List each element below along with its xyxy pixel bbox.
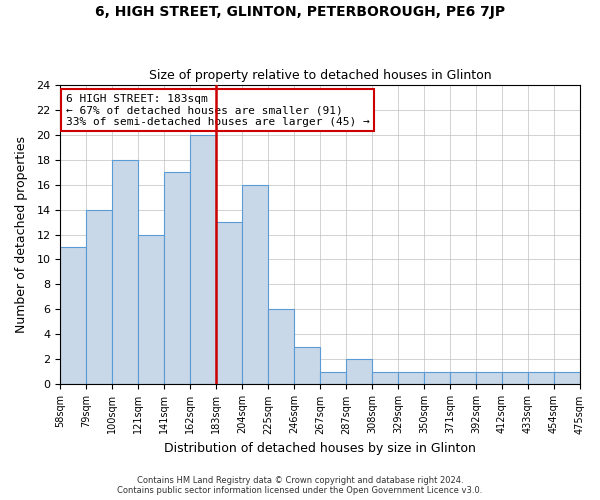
Bar xyxy=(190,134,216,384)
Bar xyxy=(528,372,554,384)
Bar xyxy=(450,372,476,384)
Bar xyxy=(268,310,294,384)
Bar xyxy=(476,372,502,384)
Bar xyxy=(398,372,424,384)
Bar xyxy=(86,210,112,384)
Bar xyxy=(164,172,190,384)
Text: 6 HIGH STREET: 183sqm
← 67% of detached houses are smaller (91)
33% of semi-deta: 6 HIGH STREET: 183sqm ← 67% of detached … xyxy=(65,94,369,127)
Bar xyxy=(424,372,450,384)
Text: Contains HM Land Registry data © Crown copyright and database right 2024.
Contai: Contains HM Land Registry data © Crown c… xyxy=(118,476,482,495)
X-axis label: Distribution of detached houses by size in Glinton: Distribution of detached houses by size … xyxy=(164,442,476,455)
Bar xyxy=(346,360,372,384)
Bar xyxy=(372,372,398,384)
Y-axis label: Number of detached properties: Number of detached properties xyxy=(15,136,28,333)
Title: Size of property relative to detached houses in Glinton: Size of property relative to detached ho… xyxy=(149,69,491,82)
Bar xyxy=(61,247,86,384)
Bar xyxy=(502,372,528,384)
Bar xyxy=(216,222,242,384)
Bar xyxy=(294,347,320,385)
Bar xyxy=(242,184,268,384)
Bar xyxy=(112,160,138,384)
Bar xyxy=(320,372,346,384)
Bar xyxy=(554,372,580,384)
Text: 6, HIGH STREET, GLINTON, PETERBOROUGH, PE6 7JP: 6, HIGH STREET, GLINTON, PETERBOROUGH, P… xyxy=(95,5,505,19)
Bar xyxy=(138,234,164,384)
